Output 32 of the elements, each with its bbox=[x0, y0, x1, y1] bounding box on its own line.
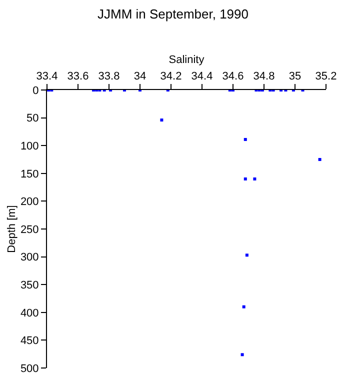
y-tick-label: 250 bbox=[20, 224, 39, 236]
y-tick-label: 200 bbox=[20, 196, 39, 208]
y-tick-label: 0 bbox=[32, 84, 39, 97]
x-tick-label: 33.8 bbox=[98, 70, 120, 83]
x-tick-label: 34.2 bbox=[160, 70, 182, 83]
y-tick-label: 400 bbox=[20, 307, 39, 320]
x-axis-title: Salinity bbox=[168, 54, 205, 66]
y-tick-label: 150 bbox=[20, 168, 39, 180]
x-tick-label: 35 bbox=[288, 70, 302, 83]
point bbox=[160, 118, 164, 122]
y-tick-label: 100 bbox=[20, 140, 39, 152]
chart-title: JJMM in September, 1990 bbox=[97, 6, 249, 22]
y-tick-label: 350 bbox=[20, 279, 39, 292]
y-axis-title: Depth [m] bbox=[6, 205, 18, 253]
x-tick-label: 34 bbox=[134, 70, 146, 83]
x-tick-label: 34.4 bbox=[191, 70, 213, 83]
point bbox=[242, 305, 246, 308]
y-tick-label: 450 bbox=[20, 335, 39, 348]
point bbox=[244, 177, 247, 180]
point bbox=[253, 177, 256, 180]
point bbox=[245, 254, 248, 257]
point bbox=[240, 353, 244, 356]
y-tick-label: 300 bbox=[20, 252, 39, 264]
point bbox=[318, 158, 322, 161]
x-tick-label: 33.4 bbox=[36, 70, 58, 83]
x-tick-label: 34.8 bbox=[253, 70, 275, 83]
x-tick-label: 35.2 bbox=[315, 70, 337, 83]
y-tick-label: 500 bbox=[20, 362, 39, 375]
x-tick-label: 34.6 bbox=[222, 70, 244, 83]
y-tick-label: 50 bbox=[26, 112, 39, 125]
x-tick-label: 33.6 bbox=[67, 70, 89, 83]
point bbox=[244, 138, 247, 141]
